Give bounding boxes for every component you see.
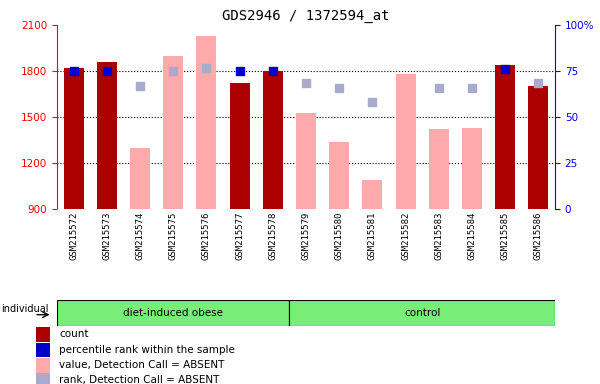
Bar [263, 71, 283, 209]
Point [268, 68, 278, 74]
Text: GSM215575: GSM215575 [169, 212, 178, 260]
Text: GSM215585: GSM215585 [501, 212, 510, 260]
Bar [163, 56, 183, 209]
Point [334, 85, 344, 91]
Bar [57, 300, 289, 326]
Bar [35, 327, 50, 342]
Text: GSM215573: GSM215573 [102, 212, 112, 260]
Text: GSM215574: GSM215574 [136, 212, 145, 260]
Title: GDS2946 / 1372594_at: GDS2946 / 1372594_at [222, 8, 390, 23]
Text: GSM215579: GSM215579 [302, 212, 311, 260]
Text: GSM215583: GSM215583 [434, 212, 443, 260]
Point [301, 80, 311, 86]
Bar [462, 128, 482, 209]
Bar [97, 62, 117, 209]
Point [368, 99, 377, 105]
Bar [296, 113, 316, 209]
Bar [230, 83, 250, 209]
Bar [529, 86, 548, 209]
Bar [64, 68, 83, 209]
Text: count: count [59, 329, 89, 339]
Point [69, 68, 79, 74]
Text: control: control [404, 308, 440, 318]
Text: GSM215580: GSM215580 [335, 212, 344, 260]
Point [467, 85, 477, 91]
Text: GSM215586: GSM215586 [534, 212, 543, 260]
Bar [35, 343, 50, 358]
Bar [130, 148, 150, 209]
Text: GSM215572: GSM215572 [69, 212, 78, 260]
Point [102, 68, 112, 74]
Point [202, 65, 211, 71]
Point [169, 68, 178, 74]
Point [235, 68, 244, 74]
Text: diet-induced obese: diet-induced obese [123, 308, 223, 318]
Bar [495, 65, 515, 209]
Text: individual: individual [1, 304, 49, 314]
Point [135, 83, 145, 89]
Bar [395, 74, 416, 209]
Text: GSM215581: GSM215581 [368, 212, 377, 260]
Text: GSM215576: GSM215576 [202, 212, 211, 260]
Point [500, 66, 510, 72]
Bar [35, 358, 50, 372]
Point [434, 85, 443, 91]
Bar [329, 142, 349, 209]
Text: GSM215577: GSM215577 [235, 212, 244, 260]
Text: value, Detection Call = ABSENT: value, Detection Call = ABSENT [59, 360, 224, 370]
Bar [362, 180, 382, 209]
Text: GSM215584: GSM215584 [467, 212, 476, 260]
Bar [429, 129, 449, 209]
Text: GSM215582: GSM215582 [401, 212, 410, 260]
Point [533, 80, 543, 86]
Text: rank, Detection Call = ABSENT: rank, Detection Call = ABSENT [59, 376, 220, 384]
Text: percentile rank within the sample: percentile rank within the sample [59, 345, 235, 355]
Bar [196, 36, 217, 209]
Bar [289, 300, 555, 326]
Text: GSM215578: GSM215578 [268, 212, 277, 260]
Bar [35, 373, 50, 384]
